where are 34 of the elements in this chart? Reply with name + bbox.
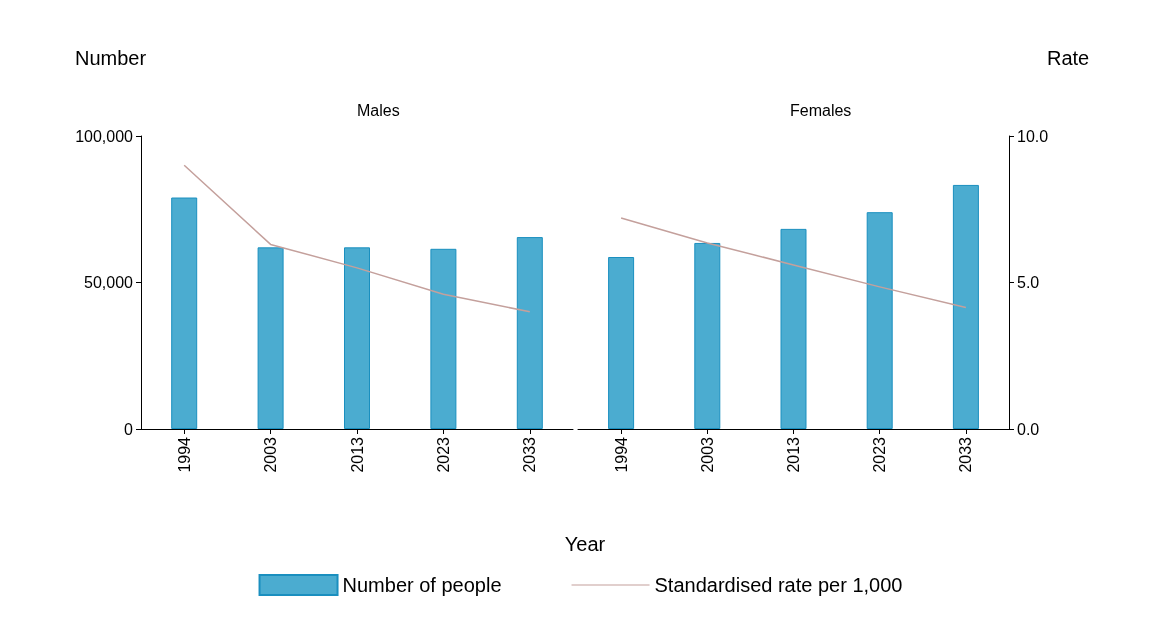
bar <box>171 197 198 429</box>
x-tick-label: 2003 <box>698 436 716 473</box>
bar <box>257 247 284 429</box>
y2-tick-label: 10.0 <box>1017 127 1049 145</box>
line-series <box>620 217 967 309</box>
chart-title: Males <box>357 101 400 119</box>
legend-label: Standardised rate per 1,000 <box>654 574 903 596</box>
y-axis-title: Number <box>75 47 147 69</box>
y2-tick-label: 5.0 <box>1017 274 1040 291</box>
x-tick-label: 2033 <box>957 436 975 473</box>
y-tick-label: 100,000 <box>75 127 134 145</box>
y2-axis-title: Rate <box>1047 47 1090 69</box>
x-tick-label: 2023 <box>871 436 889 473</box>
x-tick-label: 1994 <box>612 436 630 473</box>
bar <box>866 212 893 429</box>
x-tick-label: 2013 <box>348 436 366 473</box>
bar <box>516 237 543 429</box>
legend-label: Number of people <box>342 574 502 596</box>
x-tick-label: 1994 <box>175 436 193 473</box>
y2-tick-label: 0.0 <box>1017 420 1040 438</box>
bar <box>344 247 370 429</box>
x-tick-label: 2013 <box>785 436 802 473</box>
bar <box>952 184 979 429</box>
y-tick-label: 50,000 <box>84 274 134 291</box>
bar <box>694 242 721 429</box>
x-tick-label: 2033 <box>521 436 539 473</box>
bar <box>780 228 807 429</box>
bar <box>608 257 635 429</box>
bar <box>430 248 457 429</box>
y-tick-label: 0 <box>124 420 134 438</box>
x-tick-label: 2023 <box>434 436 452 473</box>
chart-title: Females <box>790 101 852 119</box>
x-tick-label: 2003 <box>262 436 280 473</box>
x-axis-title: Year <box>564 533 606 555</box>
